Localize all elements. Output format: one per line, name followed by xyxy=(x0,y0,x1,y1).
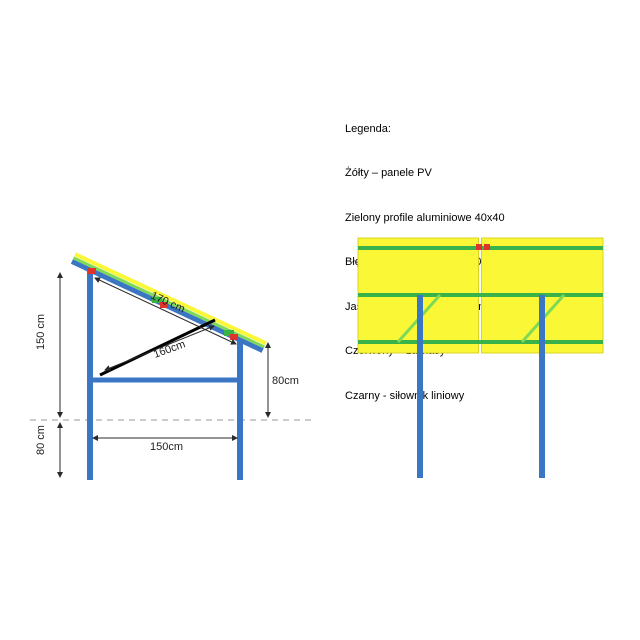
svg-text:150 cm: 150 cm xyxy=(35,314,47,350)
diagram-canvas: Legenda: Żółty – panele PV Zielony profi… xyxy=(0,0,640,640)
svg-text:80 cm: 80 cm xyxy=(35,425,47,455)
svg-text:80cm: 80cm xyxy=(272,375,299,387)
svg-text:150cm: 150cm xyxy=(150,441,183,453)
diagram-svg: 150 cm80 cm80cm150cm170 cm160cm xyxy=(0,0,640,640)
